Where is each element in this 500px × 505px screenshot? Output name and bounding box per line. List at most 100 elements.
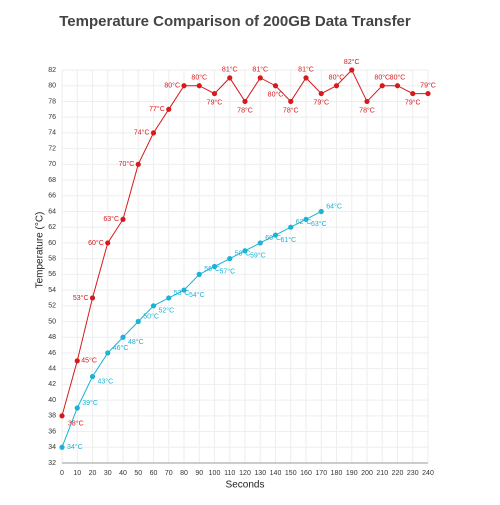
data-point [364,98,370,105]
value-label: 46°C [113,344,129,352]
y-tick-label: 68 [48,177,56,184]
x-tick-label: 60 [150,470,158,477]
data-point [150,130,157,136]
x-tick-label: 240 [422,470,434,477]
value-label: 58°C [235,249,251,257]
data-point [211,90,218,97]
x-tick-label: 70 [165,470,173,477]
value-label: 80°C [268,91,284,99]
data-point [333,83,340,89]
x-tick-label: 140 [270,470,282,477]
x-tick-label: 100 [209,470,221,477]
data-point [379,83,385,89]
data-point [227,256,233,262]
x-tick-label: 80 [180,470,188,477]
value-label: 43°C [98,377,114,385]
x-tick-label: 110 [224,470,235,477]
y-tick-label: 70 [48,161,56,168]
data-point [166,295,172,301]
data-point [257,240,263,246]
y-tick-label: 32 [48,460,56,467]
data-point [303,75,309,81]
data-point [318,90,324,97]
x-tick-label: 210 [376,470,388,477]
x-tick-label: 150 [285,470,297,477]
data-point [272,83,279,89]
value-label: 39°C [82,399,98,407]
y-tick-label: 60 [48,240,56,247]
data-point [196,271,202,277]
y-tick-label: 46 [48,350,56,357]
value-label: 60°C [88,239,104,247]
value-label: 77°C [149,105,165,113]
x-tick-label: 120 [239,470,251,477]
value-label: 61°C [281,236,297,244]
value-label: 79°C [207,98,223,106]
y-tick-label: 72 [48,145,56,152]
value-label: 63°C [103,215,119,223]
data-point [242,98,248,105]
data-point [227,75,233,81]
value-label: 79°C [420,81,436,89]
data-point [150,303,157,309]
data-point [425,90,431,97]
y-tick-label: 78 [48,98,56,105]
value-label: 78°C [283,106,299,114]
data-point [288,224,294,230]
data-point [120,216,126,222]
y-tick-label: 38 [48,413,56,420]
x-tick-label: 130 [254,470,266,477]
value-label: 80°C [329,74,345,82]
y-tick-label: 74 [48,130,56,137]
value-label: 62°C [296,218,312,226]
x-tick-label: 40 [119,470,127,477]
data-point [105,350,111,356]
data-point [59,413,65,419]
value-label: 78°C [237,106,253,114]
value-label: 81°C [222,66,238,74]
value-label: 70°C [119,160,135,168]
value-label: 79°C [313,98,329,106]
chart-title: Temperature Comparison of 200GB Data Tra… [59,13,411,30]
data-point [135,161,141,167]
value-label: 56°C [204,265,220,273]
value-label: 53°C [174,289,190,297]
y-tick-label: 44 [48,366,56,373]
data-point [303,216,309,222]
y-tick-label: 80 [48,83,56,90]
value-label: 45°C [81,357,97,365]
y-tick-label: 82 [48,67,56,74]
x-tick-label: 190 [346,470,358,477]
x-tick-label: 220 [392,470,404,477]
value-label: 34°C [67,443,83,451]
x-tick-label: 170 [315,470,327,477]
value-label: 79°C [405,98,421,106]
data-point [272,232,279,238]
data-point [288,98,294,105]
value-label: 54°C [189,291,205,299]
data-point [166,106,172,112]
y-axis-label: Temperature (°C) [35,212,46,289]
x-tick-label: 50 [134,470,142,477]
data-point [257,75,263,81]
x-tick-label: 10 [73,470,81,477]
value-label: 64°C [326,202,342,210]
data-point [242,248,248,254]
y-tick-label: 58 [48,255,56,262]
series-line [61,211,322,448]
x-tick-label: 180 [331,470,343,477]
value-label: 38°C [68,420,84,428]
y-tick-label: 48 [48,334,56,341]
value-label: 80°C [191,74,207,82]
value-label: 57°C [220,267,236,275]
y-tick-label: 54 [48,287,56,294]
data-point [196,83,202,89]
data-point [349,67,355,73]
value-label: 82°C [344,58,360,66]
data-point [89,373,96,380]
value-label: 81°C [252,66,268,74]
y-tick-label: 34 [48,444,56,451]
x-tick-label: 200 [361,470,373,477]
value-label: 60°C [265,234,281,242]
